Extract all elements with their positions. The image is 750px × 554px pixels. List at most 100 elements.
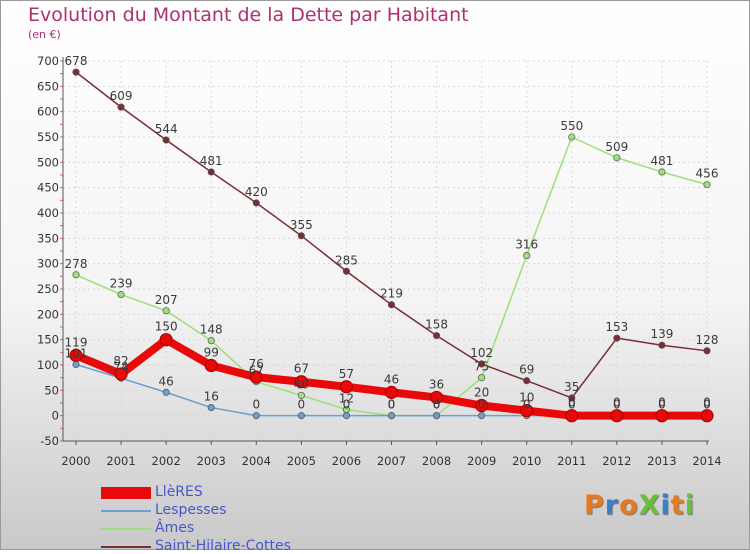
logo-letter: r [604, 490, 620, 521]
y-tick-label: 300 [37, 257, 59, 271]
legend-swatch [101, 546, 151, 548]
y-tick-label: 550 [37, 130, 59, 144]
x-tick-label: 2008 [422, 454, 451, 468]
data-label: 550 [560, 119, 583, 133]
x-tick-label: 2001 [106, 454, 135, 468]
data-label: 0 [478, 398, 486, 412]
data-point [703, 181, 711, 189]
data-label: 0 [568, 398, 576, 412]
data-point [429, 390, 444, 405]
data-label: 207 [155, 293, 178, 307]
data-label: 69 [519, 363, 534, 377]
x-tick-label: 2006 [332, 454, 361, 468]
data-label: 119 [65, 335, 88, 349]
data-label: 0 [658, 398, 666, 412]
data-label: 0 [433, 398, 441, 412]
data-label: 158 [425, 318, 448, 332]
data-label: 139 [650, 327, 673, 341]
data-point [384, 385, 399, 399]
data-label: 481 [200, 154, 223, 168]
data-label: 0 [433, 398, 441, 412]
data-label: 16 [204, 390, 219, 404]
data-point [162, 388, 170, 396]
data-label: 0 [388, 398, 396, 412]
data-point [117, 291, 125, 299]
data-label: 285 [335, 253, 358, 267]
y-tick-label: 500 [37, 155, 59, 169]
data-label: 0 [613, 396, 621, 410]
x-tick-label: 2014 [692, 454, 721, 468]
x-tick-label: 2004 [242, 454, 271, 468]
data-point [117, 103, 125, 111]
data-point [207, 337, 215, 345]
data-point [342, 267, 350, 275]
data-point [523, 377, 531, 385]
data-label: 0 [388, 398, 396, 412]
y-tick-label: 400 [37, 206, 59, 220]
y-tick-label: 700 [37, 54, 59, 68]
data-label: 82 [113, 354, 128, 368]
data-point [568, 394, 576, 402]
data-label: 481 [650, 154, 673, 168]
y-tick-label: 0 [52, 409, 59, 423]
logo-letter: i [684, 490, 695, 521]
x-tick-label: 2000 [61, 454, 90, 468]
data-label: 0 [343, 398, 351, 412]
legend-label: Saint-Hilaire-Cottes [155, 538, 291, 554]
data-label: 239 [110, 277, 133, 291]
data-label: 46 [159, 374, 174, 388]
data-point [700, 409, 714, 423]
legend-swatch [101, 528, 151, 530]
x-tick-label: 2013 [647, 454, 676, 468]
data-point [655, 409, 669, 423]
data-point [568, 133, 576, 141]
data-point [478, 360, 486, 368]
chart-unit: (en €) [28, 28, 61, 41]
data-label: 316 [515, 238, 538, 252]
y-tick-label: 100 [37, 358, 59, 372]
data-point [610, 409, 624, 423]
data-label: 12 [339, 392, 354, 406]
data-point [72, 271, 80, 279]
data-label: 20 [474, 386, 489, 400]
data-label: 456 [696, 167, 719, 181]
data-label: 99 [204, 346, 219, 360]
data-label: 35 [564, 380, 579, 394]
series-lines [69, 68, 714, 423]
data-label: 609 [110, 89, 133, 103]
data-label: 128 [696, 333, 719, 347]
data-label: 278 [65, 257, 88, 271]
data-point [207, 168, 215, 176]
data-point [252, 199, 260, 207]
data-point [252, 412, 260, 420]
data-label: 0 [568, 396, 576, 410]
data-point [162, 307, 170, 315]
logo-letter: o [619, 490, 639, 521]
data-label: 148 [200, 323, 223, 337]
data-label: 0 [703, 398, 711, 412]
data-label: 509 [605, 140, 628, 154]
data-point [69, 348, 83, 362]
data-label: 10 [519, 391, 534, 405]
data-point [159, 333, 173, 347]
data-point [204, 358, 218, 373]
legend-label: LlèRES [155, 484, 203, 500]
data-point [72, 360, 80, 369]
logo-letter: i [660, 490, 671, 521]
data-point [342, 412, 350, 420]
proxiti-logo: ProXiti [584, 490, 695, 521]
data-label: 46 [384, 372, 399, 386]
data-point [658, 341, 666, 349]
data-point [613, 334, 621, 342]
data-point [207, 404, 215, 412]
data-label: 678 [65, 54, 88, 68]
x-tick-label: 2011 [557, 454, 586, 468]
x-tick-label: 2005 [287, 454, 316, 468]
data-label: 0 [613, 398, 621, 412]
data-label: 420 [245, 185, 268, 199]
data-label: 0 [523, 398, 531, 412]
y-tick-label: 250 [37, 282, 59, 296]
data-label: 219 [380, 287, 403, 301]
